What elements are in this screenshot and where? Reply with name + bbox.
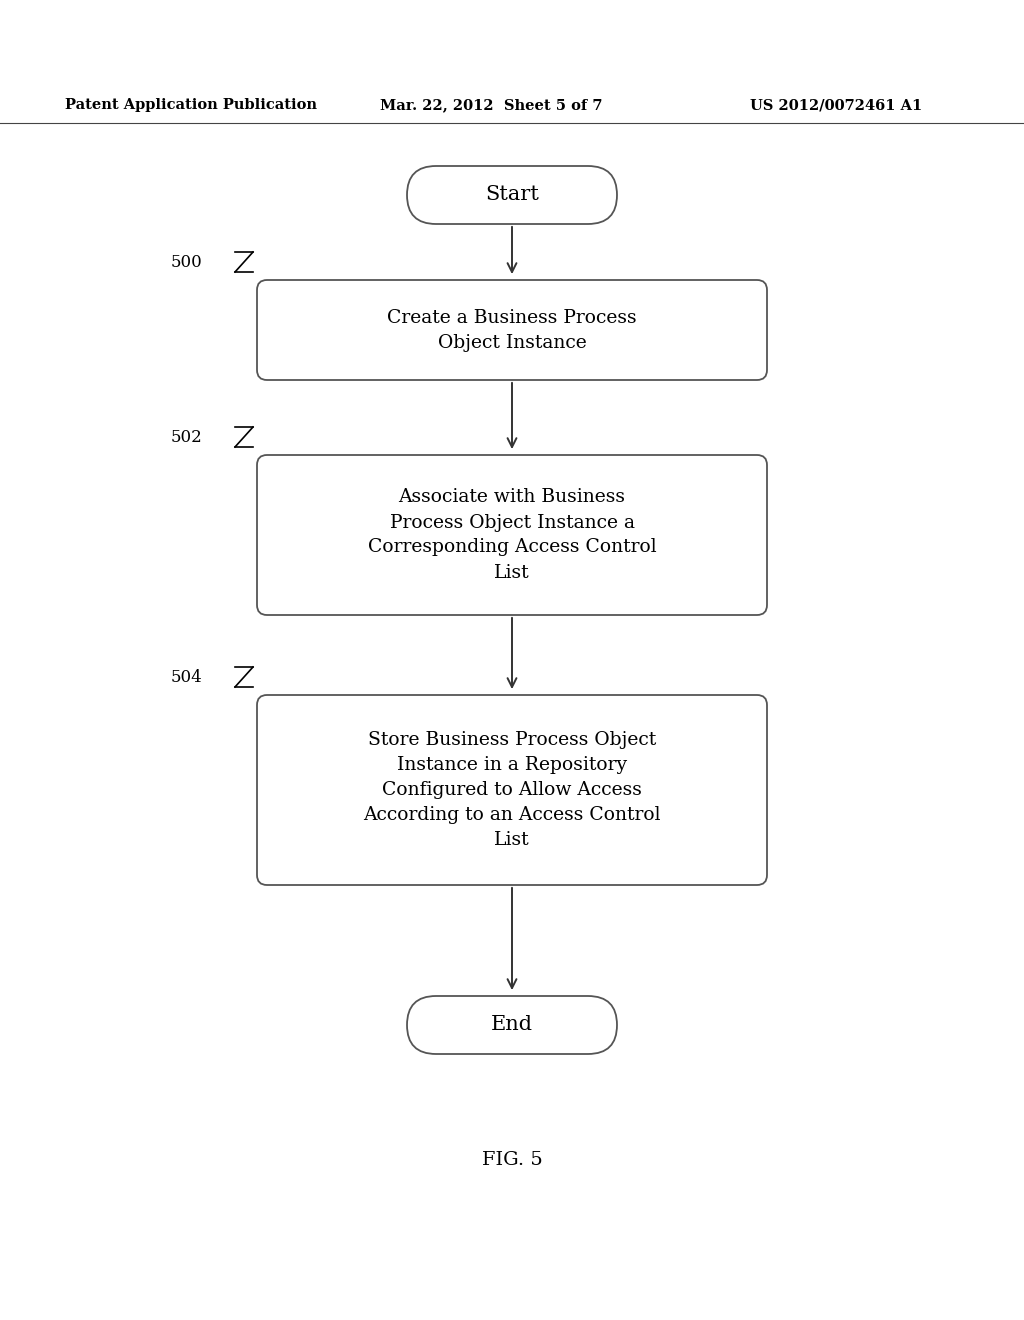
FancyBboxPatch shape (407, 166, 617, 224)
FancyBboxPatch shape (257, 455, 767, 615)
Text: FIG. 5: FIG. 5 (481, 1151, 543, 1170)
Text: US 2012/0072461 A1: US 2012/0072461 A1 (750, 98, 923, 112)
Text: Patent Application Publication: Patent Application Publication (65, 98, 317, 112)
Text: 502: 502 (170, 429, 202, 446)
FancyBboxPatch shape (257, 280, 767, 380)
Text: End: End (490, 1015, 534, 1035)
Text: Create a Business Process
Object Instance: Create a Business Process Object Instanc… (387, 309, 637, 351)
Text: Start: Start (485, 186, 539, 205)
Text: Mar. 22, 2012  Sheet 5 of 7: Mar. 22, 2012 Sheet 5 of 7 (380, 98, 602, 112)
Text: Associate with Business
Process Object Instance a
Corresponding Access Control
L: Associate with Business Process Object I… (368, 488, 656, 582)
FancyBboxPatch shape (257, 696, 767, 884)
Text: 504: 504 (170, 668, 202, 685)
Text: 500: 500 (170, 253, 202, 271)
Text: Store Business Process Object
Instance in a Repository
Configured to Allow Acces: Store Business Process Object Instance i… (364, 731, 660, 849)
FancyBboxPatch shape (407, 997, 617, 1053)
